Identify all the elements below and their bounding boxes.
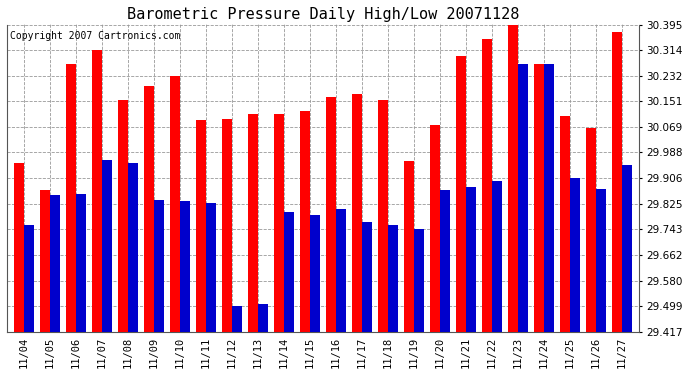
Bar (466, 188, 476, 332)
Bar (180, 201, 190, 332)
Bar (596, 189, 606, 332)
Bar (518, 64, 528, 332)
Bar (388, 225, 398, 332)
Bar (430, 125, 440, 332)
Bar (414, 230, 424, 332)
Bar (40, 190, 50, 332)
Text: Copyright 2007 Cartronics.com: Copyright 2007 Cartronics.com (10, 31, 181, 40)
Bar (24, 225, 34, 332)
Bar (570, 178, 580, 332)
Bar (300, 111, 310, 332)
Bar (92, 50, 102, 332)
Bar (118, 100, 128, 332)
Bar (248, 114, 258, 332)
Bar (310, 215, 319, 332)
Bar (336, 209, 346, 332)
Bar (144, 86, 154, 332)
Bar (102, 160, 112, 332)
Bar (14, 163, 24, 332)
Bar (258, 304, 268, 332)
Bar (440, 190, 450, 332)
Bar (456, 56, 466, 332)
Bar (154, 200, 164, 332)
Bar (222, 119, 232, 332)
Bar (378, 100, 388, 332)
Bar (544, 64, 554, 332)
Bar (352, 94, 362, 332)
Bar (128, 163, 138, 332)
Bar (612, 32, 622, 332)
Bar (170, 76, 180, 332)
Bar (622, 165, 632, 332)
Bar (586, 128, 596, 332)
Bar (508, 24, 518, 332)
Title: Barometric Pressure Daily High/Low 20071128: Barometric Pressure Daily High/Low 20071… (127, 7, 519, 22)
Bar (482, 39, 492, 332)
Bar (50, 195, 60, 332)
Bar (66, 64, 76, 332)
Bar (196, 120, 206, 332)
Bar (404, 161, 414, 332)
Bar (284, 213, 294, 332)
Bar (362, 222, 372, 332)
Bar (326, 97, 336, 332)
Bar (76, 194, 86, 332)
Bar (232, 306, 241, 332)
Bar (206, 203, 216, 332)
Bar (492, 181, 502, 332)
Bar (560, 116, 570, 332)
Bar (274, 114, 284, 332)
Bar (534, 64, 544, 332)
